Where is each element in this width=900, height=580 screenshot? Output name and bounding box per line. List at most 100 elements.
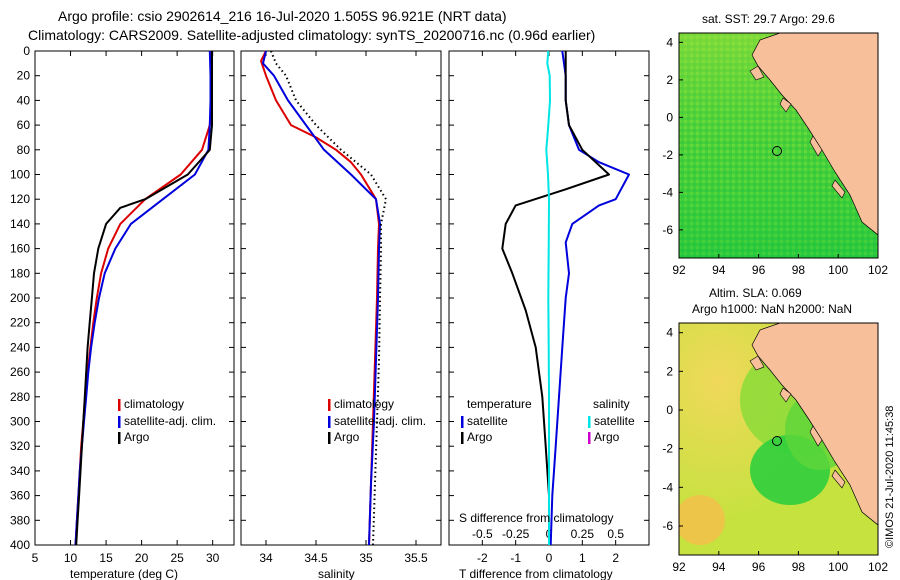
sumatra-land	[751, 33, 878, 236]
map-x-tick-label: 94	[712, 560, 726, 574]
difference-depth-ticks	[449, 50, 649, 546]
y-tick-label: 280	[10, 390, 30, 404]
y-tick-label: 80	[17, 143, 31, 157]
map-y-tick-label: 4	[666, 326, 673, 340]
island	[831, 179, 846, 199]
series-line-argo	[75, 51, 213, 546]
difference-x-ticks: -2 -1 0 1 2	[477, 51, 619, 565]
s-diff-tick-label: -0.5	[472, 527, 493, 541]
temperature-lines	[74, 50, 213, 546]
x-tick-label: 34	[259, 551, 273, 565]
legend-t-argo-swatch	[461, 432, 464, 444]
map-x-tick-label: 102	[868, 263, 888, 277]
map-x-tick-label: 100	[828, 560, 848, 574]
map-x-tick-label: 102	[868, 560, 888, 574]
y-tick-label: 200	[10, 291, 30, 305]
legend-argo-label: Argo	[334, 430, 360, 444]
legend-s-argo-swatch	[588, 432, 591, 444]
t-difference-label: T difference from climatology	[459, 567, 613, 580]
island	[779, 387, 792, 403]
y-tick-label: 100	[10, 168, 30, 182]
island	[831, 469, 846, 489]
s-diff-tick-label: -0.25	[502, 527, 530, 541]
legend-s-argo-label: Argo	[594, 430, 620, 444]
map-y-tick-label: -4	[662, 185, 673, 199]
sla-map-title-2: Argo h1000: NaN h2000: NaN	[692, 302, 852, 316]
map-y-tick-label: 2	[666, 364, 673, 378]
map-x-tick-label: 98	[792, 560, 806, 574]
legend-s-satellite-label: satellite	[594, 414, 635, 428]
map-y-tick-label: -4	[662, 480, 673, 494]
y-tick-label: 260	[10, 365, 30, 379]
legend-s-satellite-swatch	[588, 416, 591, 428]
difference-legend: temperature satellite Argo salinity sate…	[461, 397, 635, 444]
y-tick-label: 300	[10, 415, 30, 429]
legend-salinity-title: salinity	[593, 397, 630, 411]
legend-argo-swatch	[118, 432, 121, 444]
map-y-tick-label: -6	[662, 223, 673, 237]
map-y-tick-label: -6	[662, 519, 673, 533]
argo-location-marker	[772, 436, 782, 446]
temperature-xlabel: temperature (deg C)	[70, 567, 178, 580]
x-tick-label: 25	[170, 551, 184, 565]
y-tick-label: 140	[10, 217, 30, 231]
map-x-tick-label: 96	[752, 263, 766, 277]
sla-map-panel: Altim. SLA: 0.069 Argo h1000: NaN h2000:…	[662, 286, 888, 574]
x-tick-label: 30	[206, 551, 220, 565]
island	[749, 65, 765, 81]
temperature-legend: climatology satellite-adj. clim. Argo	[118, 397, 216, 444]
x-tick-label: 15	[99, 551, 113, 565]
argo-location-marker	[772, 146, 782, 156]
legend-t-argo-label: Argo	[467, 430, 493, 444]
x-tick-label: 35.5	[404, 551, 428, 565]
map-y-tick-label: 0	[666, 110, 673, 124]
sst-map-panel: sat. SST: 29.7 Argo: 29.6 -6 -4 -2 0 2 4 92 94…	[662, 12, 888, 277]
x-tick-label: 0	[546, 551, 553, 565]
y-tick-label: 0	[23, 44, 30, 58]
map-x-tick-label: 92	[672, 560, 686, 574]
salinity-depth-ticks	[241, 50, 441, 546]
x-tick-label: 34.5	[304, 551, 328, 565]
y-tick-label: 220	[10, 316, 30, 330]
island	[809, 135, 823, 157]
s-difference-ticks: -0.5 -0.25 0 0.25 0.5	[472, 527, 624, 541]
legend-climatology-swatch	[118, 399, 121, 411]
legend-satellite-label: satellite-adj. clim.	[124, 414, 216, 428]
x-tick-label: 20	[135, 551, 149, 565]
timestamp: ©IMOS 21-Jul-2020 11:45:38	[884, 406, 896, 548]
island	[809, 425, 823, 447]
sla-map-x-ticks: 92 94 96 98 100 102	[672, 551, 888, 574]
y-tick-label: 60	[17, 118, 31, 132]
sst-map-frame	[678, 32, 879, 259]
x-tick-label: 10	[64, 551, 78, 565]
sla-map-y-ticks: -6 -4 -2 0 2 4	[662, 326, 683, 533]
legend-satellite-label: satellite-adj. clim.	[334, 414, 426, 428]
s-diff-tick-label: 0.25	[571, 527, 595, 541]
map-x-tick-label: 98	[792, 263, 806, 277]
y-tick-label: 180	[10, 266, 30, 280]
y-tick-label: 160	[10, 242, 30, 256]
map-y-tick-label: 0	[666, 403, 673, 417]
legend-argo-label: Argo	[124, 430, 150, 444]
series-line-argo	[270, 50, 387, 546]
map-y-tick-label: -2	[662, 148, 673, 162]
y-tick-label: 40	[17, 93, 31, 107]
legend-satellite-swatch	[118, 416, 121, 428]
temperature-axes-box	[34, 50, 235, 546]
legend-t-satellite-swatch	[461, 416, 464, 428]
x-tick-label: 5	[32, 551, 39, 565]
sst-map-x-ticks: 92 94 96 98 100 102	[672, 254, 888, 277]
sst-map-y-ticks: -6 -4 -2 0 2 4	[662, 35, 683, 237]
salinity-axes-box	[240, 50, 442, 546]
salinity-lines	[260, 50, 387, 546]
legend-t-satellite-label: satellite	[467, 414, 508, 428]
y-tick-label: 360	[10, 489, 30, 503]
y-tick-label: 340	[10, 464, 30, 478]
legend-climatology-swatch	[328, 399, 331, 411]
map-x-tick-label: 92	[672, 263, 686, 277]
map-x-tick-label: 100	[828, 263, 848, 277]
salinity-xlabel: salinity	[318, 567, 355, 580]
legend-climatology-label: climatology	[334, 397, 394, 411]
title-line-1: Argo profile: csio 2902614_216 16-Jul-20…	[58, 8, 507, 24]
x-tick-label: 2	[612, 551, 619, 565]
